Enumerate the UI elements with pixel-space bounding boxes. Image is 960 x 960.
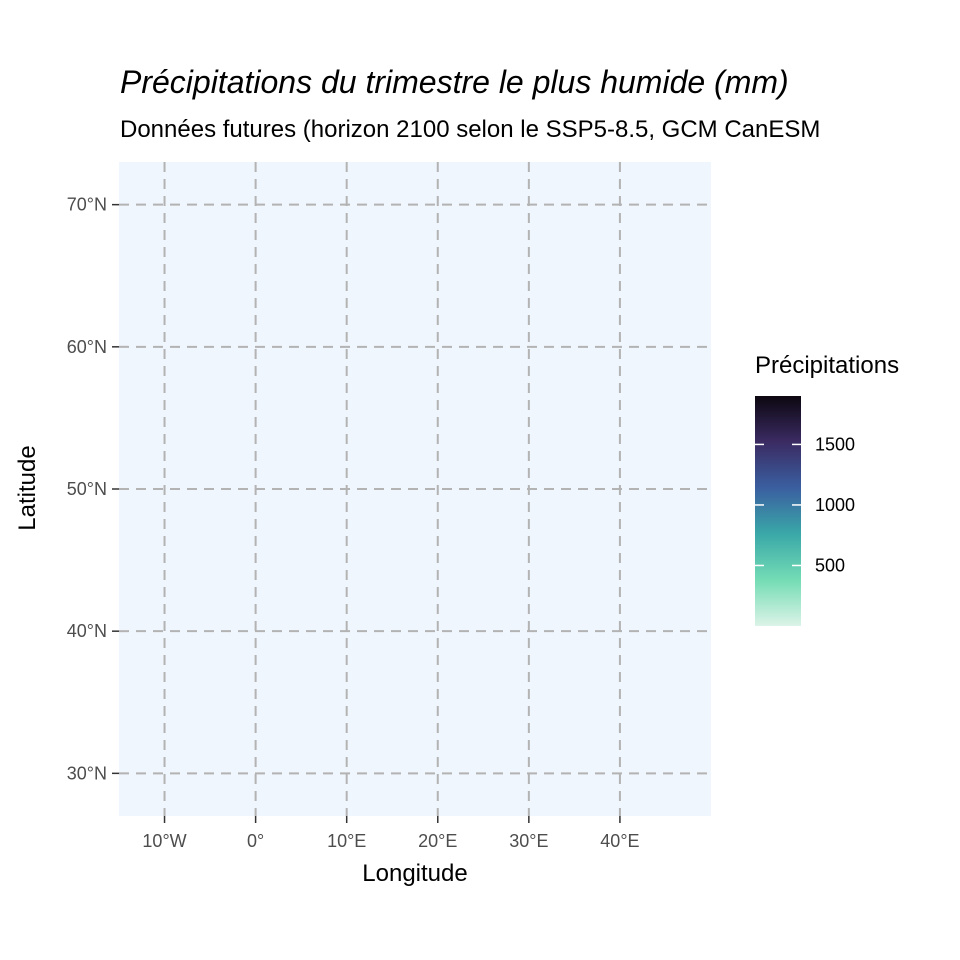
legend-colorbar — [755, 396, 801, 626]
water-body — [528, 322, 555, 347]
chart-title: Précipitations du trimestre le plus humi… — [120, 64, 789, 100]
x-tick-label: 10°E — [327, 831, 366, 851]
water-body — [568, 307, 587, 333]
axes: 10°W 0° 10°E 20°E 30°E 40°E 30°N 40°N 50°N 60°N 70… — [67, 195, 640, 851]
land-heatmap — [369, 251, 693, 652]
x-axis-label: Longitude — [362, 860, 468, 887]
y-tick-label: 50°N — [67, 479, 107, 499]
legend-break-label: 1000 — [815, 495, 855, 515]
water-body — [551, 251, 625, 285]
y-tick-label: 30°N — [67, 763, 107, 783]
legend-title: Précipitations — [755, 352, 900, 379]
x-tick-label: 10°W — [142, 831, 186, 851]
x-tick-label: 40°E — [600, 831, 639, 851]
legend-break-label: 1500 — [815, 434, 855, 454]
legend: 500 1000 1500 — [755, 396, 855, 626]
y-tick-label: 70°N — [67, 195, 107, 215]
chart-subtitle: Données futures (horizon 2100 selon le S… — [120, 116, 821, 143]
water-body — [501, 617, 520, 626]
water-body — [510, 537, 634, 617]
x-tick-label: 0° — [247, 831, 264, 851]
water-body — [574, 528, 614, 556]
x-tick-label: 30°E — [509, 831, 548, 851]
y-tick-label: 60°N — [67, 337, 107, 357]
water-body — [558, 645, 563, 652]
gridlines — [119, 162, 711, 816]
x-tick-label: 20°E — [418, 831, 457, 851]
water-body — [369, 355, 384, 364]
water-body — [681, 531, 693, 572]
legend-break-label: 500 — [815, 555, 845, 575]
y-tick-label: 40°N — [67, 621, 107, 641]
